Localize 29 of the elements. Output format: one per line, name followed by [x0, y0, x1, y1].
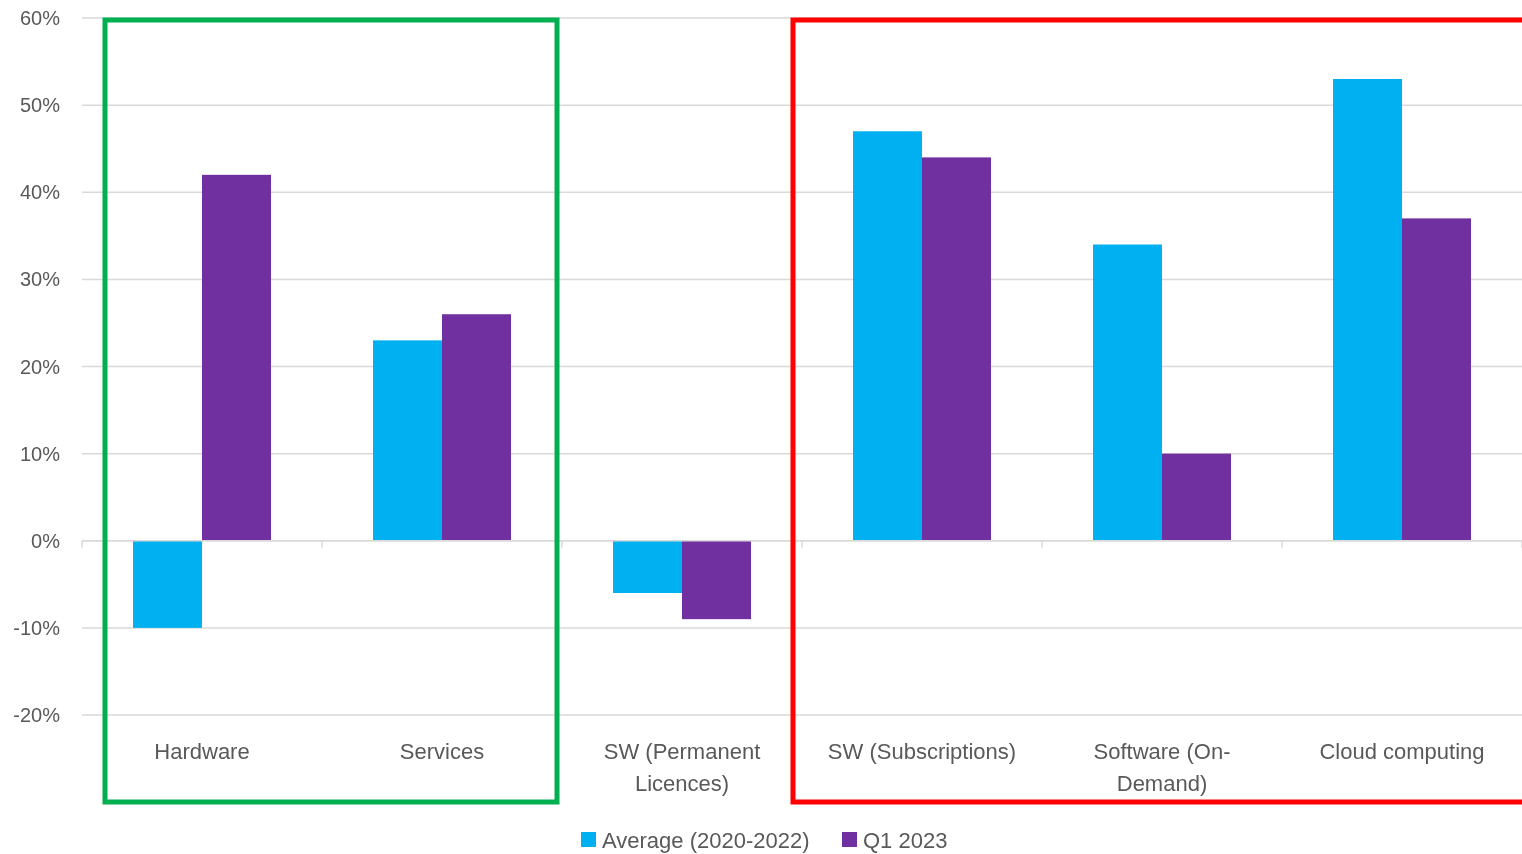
x-tick-label: Services	[399, 739, 485, 764]
bar	[613, 540, 682, 594]
bar	[1162, 453, 1231, 541]
x-tick-label: SW (Subscriptions)	[827, 739, 1017, 764]
bar	[1333, 78, 1402, 541]
bar	[373, 340, 442, 541]
bar	[1093, 244, 1162, 541]
y-tick-label: 0%	[31, 529, 61, 552]
bar	[922, 157, 991, 541]
y-tick-label: 60%	[19, 7, 61, 29]
bar	[1402, 218, 1471, 541]
y-tick-label: 50%	[19, 94, 61, 117]
legend-label: Q1 2023	[863, 827, 948, 853]
x-tick-label: SW (Permanent Licences)	[603, 739, 761, 796]
legend-label: Average (2020-2022)	[602, 827, 810, 853]
bar	[442, 314, 511, 541]
y-tick-label: 20%	[19, 355, 61, 378]
x-tick-label: Software (On-Demand)	[1093, 739, 1231, 796]
bar	[133, 540, 202, 628]
x-tick-label: Hardware	[154, 739, 250, 764]
y-tick-label: 30%	[19, 268, 61, 291]
bar	[853, 131, 922, 541]
x-tick-label: Cloud computing	[1319, 739, 1485, 764]
y-tick-label: -10%	[13, 616, 61, 639]
bar	[682, 540, 751, 620]
bar	[202, 174, 271, 541]
y-tick-label: -20%	[13, 704, 61, 726]
y-tick-label: 10%	[19, 442, 61, 465]
y-tick-label: 40%	[19, 181, 61, 204]
